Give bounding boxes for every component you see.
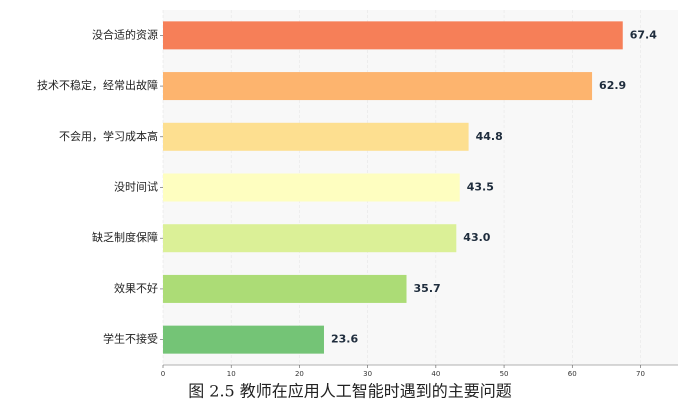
y-tick-label: 不会用，学习成本高 (59, 129, 158, 143)
bar (163, 21, 623, 50)
x-tick-label: 70 (636, 370, 645, 378)
value-label: 44.8 (476, 130, 503, 143)
y-tick-label: 没合适的资源 (92, 27, 158, 41)
value-label: 43.5 (467, 181, 494, 194)
x-tick-label: 40 (431, 370, 440, 378)
bar (163, 325, 324, 354)
y-tick-label: 效果不好 (114, 281, 158, 295)
y-tick-label: 学生不接受 (103, 332, 158, 346)
value-label: 67.4 (630, 28, 657, 41)
y-tick-label: 技术不稳定，经常出故障 (37, 78, 158, 92)
x-tick-label: 20 (295, 370, 304, 378)
bar (163, 274, 407, 303)
bar (163, 122, 469, 151)
value-label: 62.9 (599, 79, 626, 92)
x-tick-label: 0 (161, 370, 165, 378)
bar (163, 173, 460, 202)
value-label: 43.0 (463, 231, 490, 244)
y-tick-label: 没时间试 (114, 181, 158, 194)
x-tick-label: 50 (500, 370, 509, 378)
bar (163, 224, 457, 253)
caption: 图 2.5 教师在应用人工智能时遇到的主要问题 (188, 382, 512, 401)
bar (163, 72, 593, 101)
x-tick-label: 60 (568, 370, 577, 378)
value-label: 35.7 (414, 282, 441, 295)
y-tick-label: 缺乏制度保障 (92, 230, 158, 244)
x-tick-label: 30 (363, 370, 372, 378)
value-label: 23.6 (331, 333, 358, 346)
x-tick-label: 10 (227, 370, 236, 378)
